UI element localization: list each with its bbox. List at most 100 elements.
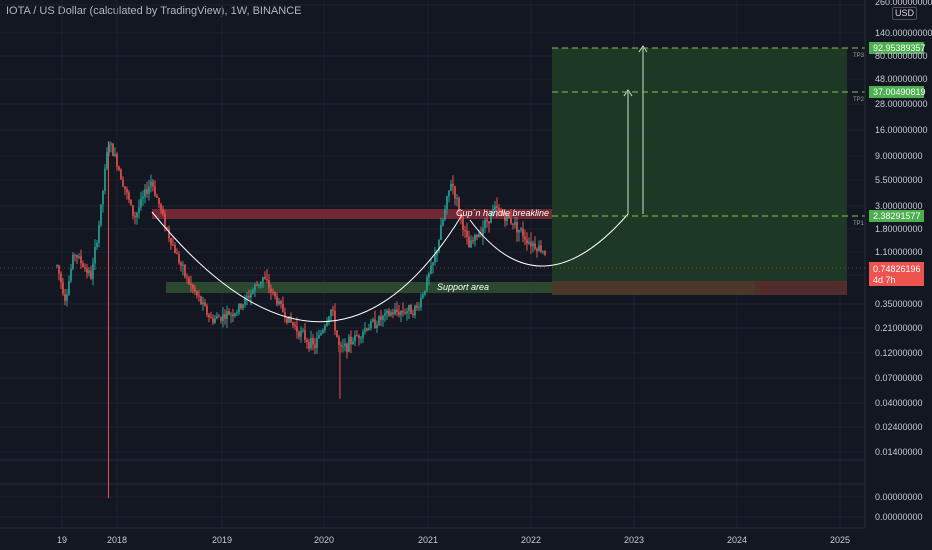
pattern-curves: Cup´n handle breakline Support area xyxy=(151,45,648,323)
currency-badge[interactable]: USD xyxy=(892,7,918,20)
candle-body xyxy=(338,336,340,346)
candle-body xyxy=(254,285,256,291)
candle-body xyxy=(88,270,90,274)
candle-body xyxy=(76,255,78,258)
candle-body xyxy=(126,189,128,193)
y-tick-label: 0.12000000 xyxy=(875,348,923,358)
candle-body xyxy=(330,309,332,317)
candle-body xyxy=(106,152,108,169)
candle-body xyxy=(122,179,124,187)
tp-price-tag xyxy=(869,42,924,54)
candle-body xyxy=(234,313,236,317)
y-tick-label: 48.00000000 xyxy=(875,74,928,84)
candle-body xyxy=(374,319,376,329)
candle-body xyxy=(418,307,420,309)
candle-body xyxy=(236,312,238,314)
candle-body xyxy=(176,253,178,255)
candle-body xyxy=(248,295,250,298)
y-tick-label: 80.00000000 xyxy=(875,51,928,61)
candle-body xyxy=(70,268,72,281)
y-tick-label: 140.00000000 xyxy=(875,28,932,38)
candle-body xyxy=(142,196,144,199)
candle-body xyxy=(206,305,208,315)
candle-body xyxy=(128,192,130,200)
candle-body xyxy=(490,212,492,224)
candle-body xyxy=(60,273,62,283)
candle-body xyxy=(448,190,450,197)
candle-body xyxy=(114,154,116,156)
candle-body xyxy=(400,310,402,316)
candle-body xyxy=(190,283,192,285)
candle-body xyxy=(112,143,114,156)
candle-body xyxy=(240,303,242,309)
candle-body xyxy=(220,317,222,321)
zones xyxy=(152,48,847,295)
candle-body xyxy=(290,316,292,323)
candle-body xyxy=(352,341,354,345)
candle-body xyxy=(170,238,172,245)
candle-body xyxy=(512,223,514,225)
candle-body xyxy=(410,305,412,315)
candle-body xyxy=(534,243,536,249)
candle-body xyxy=(320,332,322,335)
candle-body xyxy=(498,208,500,211)
candle-body xyxy=(162,209,164,214)
arrowhead-tp2 xyxy=(623,89,633,97)
candle-body xyxy=(538,245,540,252)
candle-body xyxy=(328,316,330,323)
candle-body xyxy=(228,311,230,315)
candle-body xyxy=(266,278,268,281)
candle-body xyxy=(296,326,298,332)
candle-body xyxy=(516,222,518,233)
candle-body xyxy=(72,254,74,269)
candle-body xyxy=(86,268,88,274)
candle-body xyxy=(178,253,180,263)
candle-body xyxy=(478,233,480,238)
candle-body xyxy=(468,236,470,248)
candle-body xyxy=(350,336,352,345)
candle-body xyxy=(232,314,234,317)
candle-body xyxy=(430,265,432,274)
y-tick-label: 5.50000000 xyxy=(875,175,923,185)
candle-body xyxy=(278,301,280,305)
candle-body xyxy=(58,265,60,274)
candle-body xyxy=(200,296,202,305)
y-tick-label: 0.02400000 xyxy=(875,422,923,432)
candle-body xyxy=(152,181,154,187)
tp-label: TP2 xyxy=(853,97,865,103)
y-tick-label: 9.00000000 xyxy=(875,151,923,161)
x-tick-label: 19 xyxy=(57,535,67,545)
y-tick-label: 1.80000000 xyxy=(875,224,923,234)
candle-body xyxy=(348,336,350,352)
candle-body xyxy=(422,294,424,298)
arrowhead-tp3 xyxy=(638,45,648,53)
candle-body xyxy=(344,343,346,347)
candle-body xyxy=(408,305,410,312)
candle-body xyxy=(412,314,414,316)
candle-body xyxy=(144,189,146,197)
handle-curve xyxy=(469,213,629,267)
candle-body xyxy=(356,335,358,337)
candle-body xyxy=(500,210,502,214)
candle-body xyxy=(310,338,312,349)
support-zone xyxy=(166,282,552,293)
x-tick-label: 2018 xyxy=(107,535,127,545)
candle-body xyxy=(540,245,542,252)
candle-body xyxy=(362,331,364,338)
candle-body xyxy=(406,311,408,314)
candle-body xyxy=(380,316,382,320)
candle-body xyxy=(396,309,398,313)
candle-body xyxy=(358,335,360,339)
candle-body xyxy=(394,309,396,315)
candle-body xyxy=(280,301,282,304)
support-area-label: Support area xyxy=(437,282,489,292)
candle-body xyxy=(100,204,102,225)
candle-body xyxy=(508,213,510,219)
candle-body xyxy=(102,190,104,205)
y-tick-label: 260.00000000 xyxy=(875,0,932,7)
candle-body xyxy=(304,330,306,340)
candle-body xyxy=(436,251,438,256)
candle-body xyxy=(256,285,258,287)
candle-body xyxy=(388,310,390,316)
